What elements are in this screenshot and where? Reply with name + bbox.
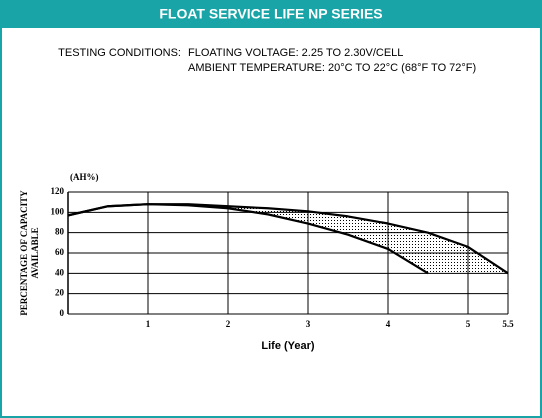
y-tick-label: 100 bbox=[51, 206, 65, 216]
y-tick-label: 0 bbox=[60, 308, 65, 318]
y-tick-label: 60 bbox=[55, 247, 65, 257]
annotation: AMBIENT TEMPERATURE: 20°C TO 22°C (68°F … bbox=[188, 62, 476, 74]
y-tick-label: 80 bbox=[55, 227, 65, 237]
y-tick-label: 120 bbox=[51, 186, 65, 196]
y-tick-label: 20 bbox=[55, 288, 65, 298]
y-axis-label: AVAILABLE bbox=[30, 227, 40, 278]
annotation: TESTING CONDITIONS: bbox=[58, 47, 181, 59]
line-series bbox=[67, 203, 429, 275]
y-axis-label: PERCENTAGE OF CAPACITY bbox=[19, 190, 29, 316]
x-tick-label: 2 bbox=[226, 319, 231, 329]
header-bar bbox=[1, 1, 541, 28]
annotation: FLOATING VOLTAGE: 2.25 TO 2.30V/CELL bbox=[188, 47, 403, 59]
x-axis-label: Life (Year) bbox=[261, 340, 315, 352]
x-tick-label: 5.5 bbox=[502, 319, 514, 329]
x-tick-label: 4 bbox=[386, 319, 391, 329]
y-tick-label: 40 bbox=[55, 267, 65, 277]
chart-title: FLOAT SERVICE LIFE NP SERIES bbox=[159, 6, 382, 22]
x-tick-label: 1 bbox=[146, 319, 151, 329]
x-tick-label: 3 bbox=[306, 319, 311, 329]
x-tick-label: 5 bbox=[466, 319, 471, 329]
y-unit: (AH%) bbox=[70, 172, 99, 182]
